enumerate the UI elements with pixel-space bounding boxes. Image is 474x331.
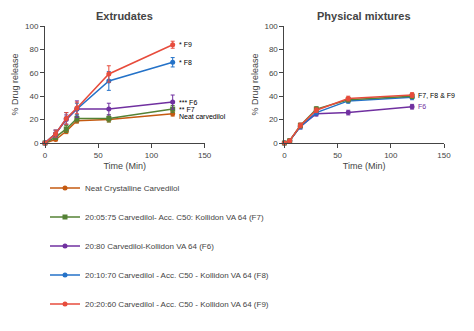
svg-text:% Drug release: % Drug release <box>250 53 260 115</box>
svg-text:Time (Min): Time (Min) <box>343 161 386 171</box>
svg-text:*** F6: *** F6 <box>179 99 197 106</box>
svg-text:50: 50 <box>333 151 342 160</box>
svg-text:0: 0 <box>43 151 48 160</box>
svg-text:20:10:70 Carvedilol - Acc. C50: 20:10:70 Carvedilol - Acc. C50 - Kollido… <box>85 271 269 280</box>
svg-text:20:05:75 Carvedilol- Acc. C50:: 20:05:75 Carvedilol- Acc. C50: Kollidon … <box>85 213 264 222</box>
svg-text:20: 20 <box>269 115 278 124</box>
svg-text:40: 40 <box>269 92 278 101</box>
svg-text:60: 60 <box>29 69 38 78</box>
svg-text:100: 100 <box>145 151 159 160</box>
svg-text:** F7: ** F7 <box>179 106 195 113</box>
svg-text:Time (Min): Time (Min) <box>103 161 146 171</box>
svg-text:0: 0 <box>34 139 39 148</box>
svg-text:100: 100 <box>384 151 398 160</box>
svg-text:40: 40 <box>29 92 38 101</box>
svg-text:20:80 Carvedilol-Kollidon VA 6: 20:80 Carvedilol-Kollidon VA 64 (F6) <box>85 242 214 251</box>
svg-text:0: 0 <box>282 151 287 160</box>
svg-text:50: 50 <box>94 151 103 160</box>
svg-text:150: 150 <box>437 151 451 160</box>
svg-text:% Drug release: % Drug release <box>10 53 20 115</box>
svg-text:* F9: * F9 <box>179 41 192 48</box>
svg-text:Extrudates: Extrudates <box>96 10 153 22</box>
svg-text:Neat Crystalline Carvedilol: Neat Crystalline Carvedilol <box>85 184 179 193</box>
svg-text:20: 20 <box>29 115 38 124</box>
svg-text:* F8: * F8 <box>179 59 192 66</box>
svg-text:Neat carvedilol: Neat carvedilol <box>179 113 226 120</box>
svg-text:150: 150 <box>198 151 212 160</box>
svg-text:80: 80 <box>269 45 278 54</box>
svg-text:F7, F8 & F9: F7, F8 & F9 <box>418 92 455 99</box>
svg-text:80: 80 <box>29 45 38 54</box>
svg-text:100: 100 <box>25 22 39 31</box>
svg-text:100: 100 <box>264 22 278 31</box>
svg-text:Physical mixtures: Physical mixtures <box>317 10 411 22</box>
svg-text:0: 0 <box>273 139 278 148</box>
svg-text:60: 60 <box>269 69 278 78</box>
svg-text:F6: F6 <box>418 103 426 110</box>
svg-text:20:20:60 Carvedilol - Acc. C50: 20:20:60 Carvedilol - Acc. C50 - Kollido… <box>85 300 269 309</box>
